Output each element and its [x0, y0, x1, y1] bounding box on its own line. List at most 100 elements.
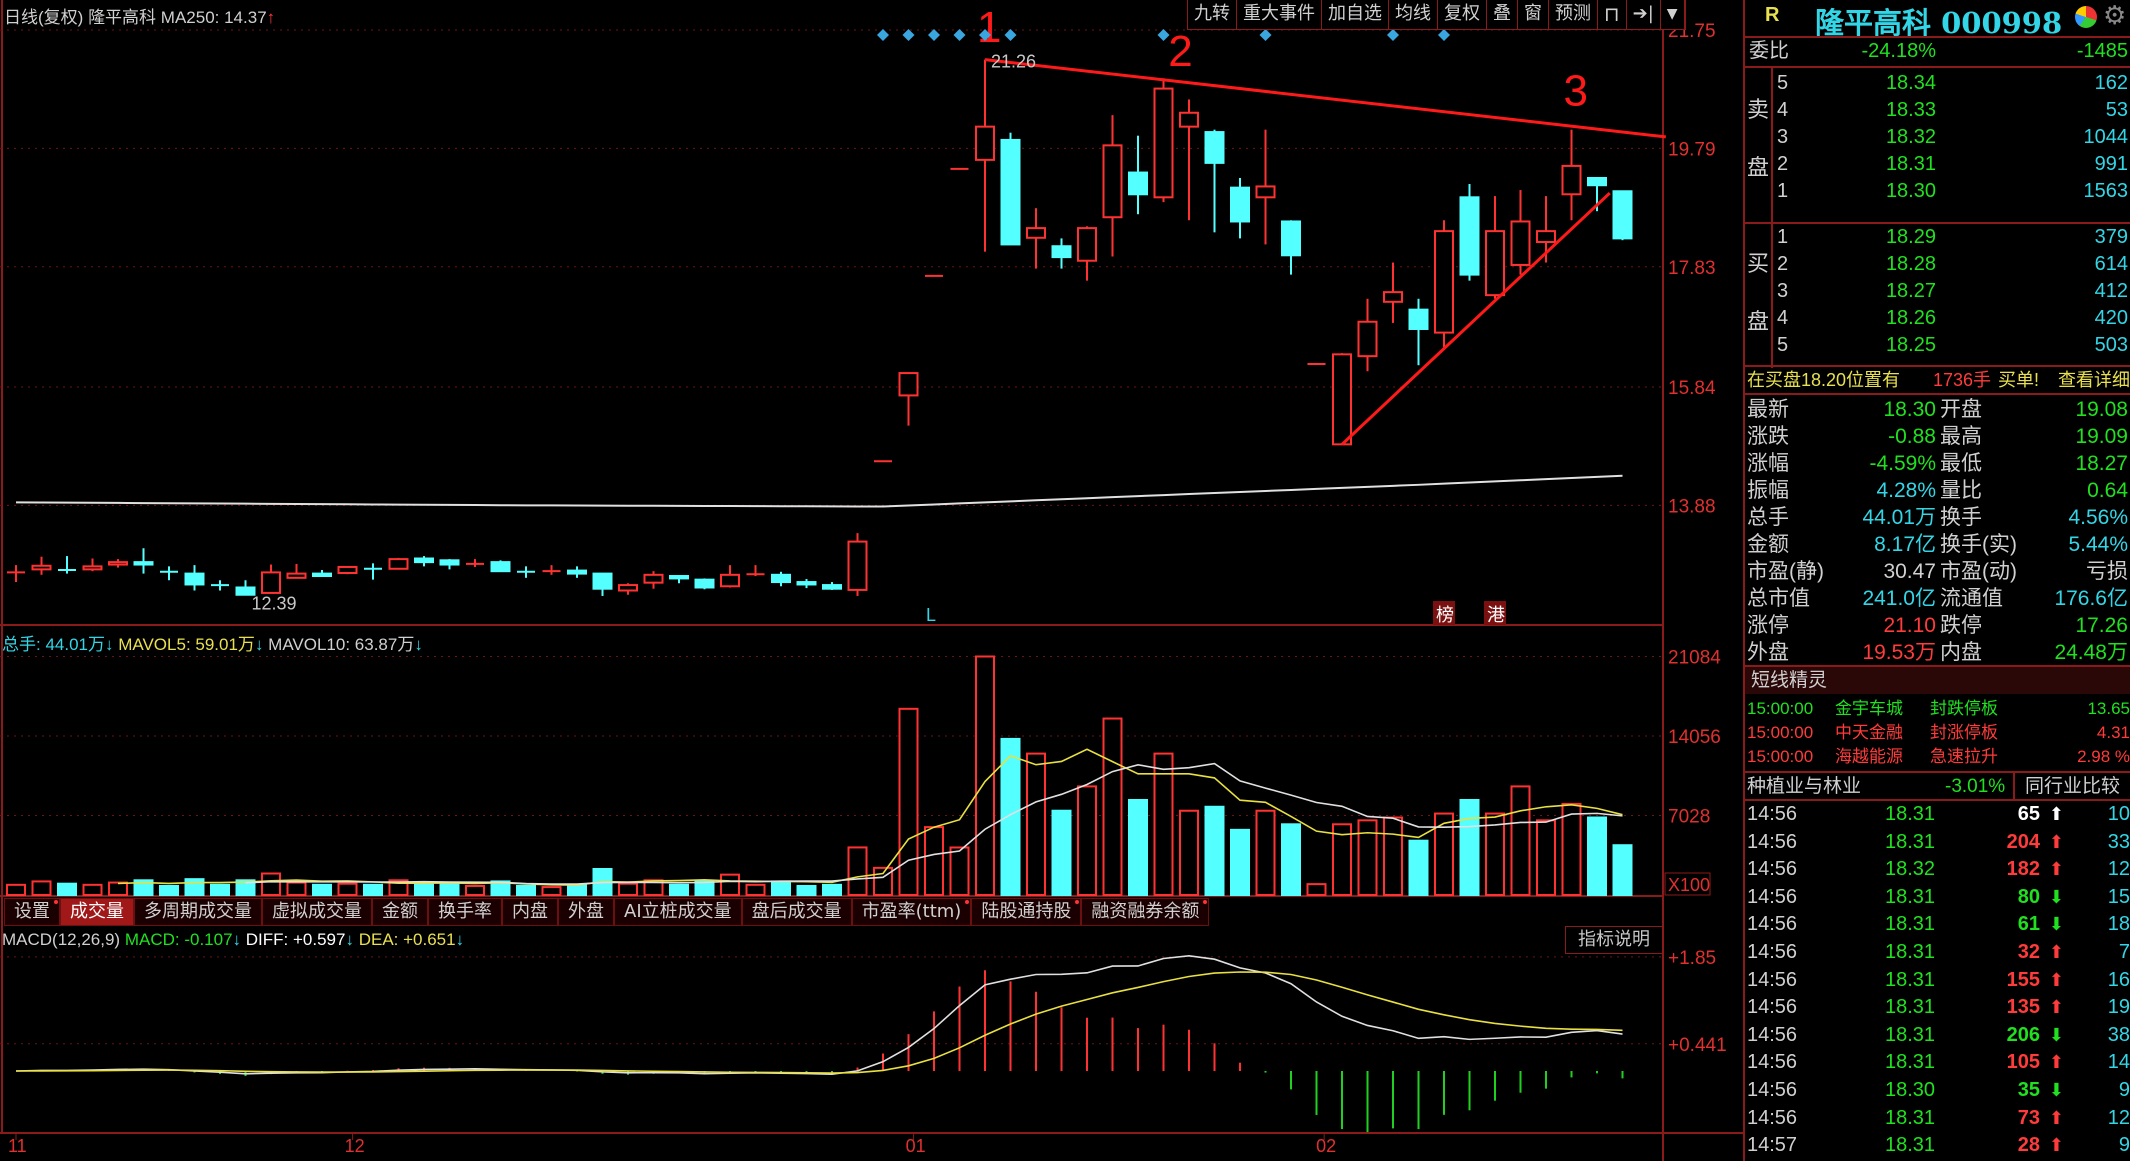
candle[interactable]	[796, 579, 817, 589]
candle[interactable]	[720, 565, 740, 588]
candle[interactable]	[1281, 220, 1301, 275]
tab-0[interactable]: 设置	[4, 898, 60, 926]
gear-icon[interactable]: ⚙	[2103, 0, 2127, 30]
volume-bar[interactable]	[1051, 809, 1072, 896]
volume-bar[interactable]	[949, 846, 970, 897]
volume-bar[interactable]	[363, 883, 383, 896]
volume-bar[interactable]	[873, 866, 893, 896]
volume-bar[interactable]	[1306, 883, 1327, 896]
candle[interactable]	[82, 558, 103, 572]
kline-chart[interactable]: 21.7519.7917.8315.8413.8821084140567028X…	[0, 0, 1743, 1161]
tab-1[interactable]: 成交量	[60, 898, 134, 926]
event-diamond-icon[interactable]	[979, 29, 991, 41]
toolbar-button-6[interactable]: 窗	[1518, 0, 1549, 29]
candle[interactable]	[1332, 353, 1352, 446]
candle[interactable]	[517, 566, 535, 578]
volume-bar[interactable]	[898, 707, 919, 897]
volume-bar[interactable]	[337, 882, 358, 897]
volume-bar[interactable]	[694, 880, 715, 896]
event-diamond-icon[interactable]	[928, 29, 940, 41]
candle[interactable]	[211, 580, 229, 591]
candle[interactable]	[694, 578, 715, 590]
candle[interactable]	[898, 372, 919, 426]
volume-bar[interactable]	[1281, 823, 1301, 897]
chevron-down-icon[interactable]: ▼	[1661, 0, 1685, 29]
volume-bar[interactable]	[745, 883, 766, 896]
toolbar-button-0[interactable]: 九转	[1188, 0, 1237, 29]
volume-bar[interactable]	[618, 882, 638, 897]
candle[interactable]	[618, 583, 638, 595]
candle[interactable]	[490, 560, 511, 573]
volume-bar[interactable]	[465, 884, 485, 897]
candle[interactable]	[1128, 135, 1148, 215]
volume-bar[interactable]	[771, 880, 791, 896]
tab-7[interactable]: 外盘	[558, 898, 614, 926]
candle[interactable]	[1026, 208, 1046, 269]
volume-bar[interactable]	[1434, 812, 1454, 897]
marker-label[interactable]: 榜	[1436, 605, 1454, 625]
candle[interactable]	[160, 566, 178, 581]
candle[interactable]	[133, 548, 154, 574]
volume-bar[interactable]	[1561, 802, 1582, 897]
volume-bar[interactable]	[490, 880, 511, 896]
candle[interactable]	[1153, 78, 1174, 203]
candle[interactable]	[1561, 129, 1582, 221]
volume-bar[interactable]	[6, 883, 26, 896]
volume-bar[interactable]	[822, 883, 842, 896]
volume-bar[interactable]	[414, 881, 434, 896]
tab-6[interactable]: 内盘	[502, 898, 558, 926]
sprite-row[interactable]: 15:00:00 海越能源 急速拉升 2.98 %	[1745, 745, 2130, 769]
volume-bar[interactable]	[567, 883, 587, 896]
volume-bar[interactable]	[1408, 839, 1429, 896]
candle[interactable]	[439, 559, 460, 570]
marker-badge[interactable]	[1484, 601, 1506, 625]
tab-12[interactable]: 融资融券余额	[1081, 898, 1210, 926]
candle[interactable]	[1612, 190, 1633, 241]
volume-bar[interactable]	[312, 883, 332, 896]
event-diamond-icon[interactable]	[1259, 29, 1272, 41]
candle[interactable]	[1230, 177, 1250, 239]
volume-bar[interactable]	[439, 882, 460, 897]
volume-bar[interactable]	[133, 879, 154, 897]
industry-compare-button[interactable]: 同行业比较	[2013, 773, 2120, 800]
volume-bar[interactable]	[184, 878, 205, 896]
tab-5[interactable]: 换手率	[428, 898, 502, 926]
candle[interactable]	[567, 566, 587, 578]
volume-bar[interactable]	[1153, 752, 1174, 897]
volume-bar[interactable]	[1204, 805, 1225, 896]
candle[interactable]	[1510, 190, 1531, 275]
candle[interactable]	[414, 556, 434, 567]
tab-3[interactable]: 虚拟成交量	[262, 898, 372, 926]
trendline[interactable]	[1340, 191, 1611, 446]
toolbar-button-3[interactable]: 均线	[1389, 0, 1438, 29]
candle[interactable]	[1459, 184, 1480, 281]
volume-bar[interactable]	[1026, 752, 1046, 897]
volume-bar[interactable]	[159, 884, 179, 897]
candle[interactable]	[975, 59, 995, 252]
toolbar-button-1[interactable]: 重大事件	[1237, 0, 1322, 29]
candle[interactable]	[235, 580, 256, 596]
view-detail-link[interactable]: 查看详细	[2058, 370, 2130, 390]
candle[interactable]	[542, 565, 561, 575]
event-diamond-icon[interactable]	[1004, 29, 1017, 41]
event-diamond-icon[interactable]	[877, 29, 889, 41]
volume-bar[interactable]	[669, 883, 689, 896]
candle[interactable]	[771, 571, 791, 587]
volume-bar[interactable]	[720, 873, 740, 897]
candle[interactable]	[1255, 129, 1276, 245]
candle[interactable]	[822, 582, 842, 590]
volume-bar[interactable]	[924, 826, 944, 896]
event-diamond-icon[interactable]	[953, 29, 966, 41]
pie-chart-icon[interactable]	[2075, 6, 2097, 28]
event-diamond-icon[interactable]	[1157, 29, 1170, 41]
candle[interactable]	[1383, 262, 1403, 323]
sprite-row[interactable]: 15:00:00 金宇车城 封跌停板 13.65	[1745, 697, 2130, 721]
marker-badge[interactable]	[1433, 601, 1455, 625]
tab-4[interactable]: 金额	[372, 898, 428, 926]
volume-bar[interactable]	[1459, 798, 1480, 897]
candle[interactable]	[58, 556, 76, 574]
candle[interactable]	[643, 571, 664, 589]
candle[interactable]	[184, 565, 205, 591]
candle[interactable]	[1000, 132, 1021, 246]
trendline[interactable]	[984, 58, 1667, 139]
